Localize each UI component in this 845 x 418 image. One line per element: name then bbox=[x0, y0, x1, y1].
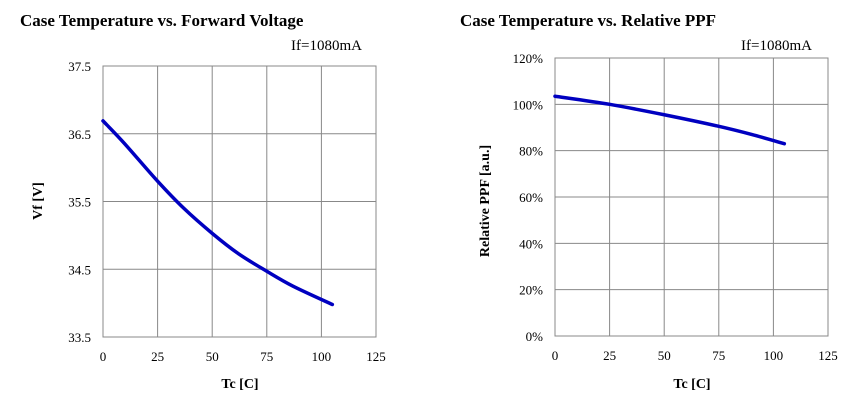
chart-title: Case Temperature vs. Relative PPF bbox=[460, 11, 716, 30]
x-tick-label: 75 bbox=[712, 348, 725, 363]
plot-area: 0 25 50 75 100 125 33.5 34.5 35.5 36.5 37.5 bbox=[68, 59, 386, 364]
ppf-chart: Case Temperature vs. Relative PPF If=108… bbox=[460, 11, 838, 392]
y-tick-label: 100% bbox=[513, 97, 544, 112]
condition-label: If=1080mA bbox=[291, 38, 362, 54]
y-tick-label: 34.5 bbox=[68, 262, 91, 277]
y-tick-label: 60% bbox=[519, 190, 543, 205]
plot-frame bbox=[554, 57, 829, 337]
chart-title: Case Temperature vs. Forward Voltage bbox=[20, 11, 304, 30]
y-tick-label: 37.5 bbox=[68, 59, 91, 74]
x-tick-label: 50 bbox=[206, 349, 219, 364]
x-axis-label: Tc [C] bbox=[673, 377, 710, 392]
x-tick-label: 100 bbox=[764, 348, 784, 363]
y-tick-label: 33.5 bbox=[68, 330, 91, 345]
x-tick-label: 50 bbox=[658, 348, 671, 363]
y-tick-label: 36.5 bbox=[68, 127, 91, 142]
x-tick-label: 25 bbox=[151, 349, 164, 364]
x-tick-label: 125 bbox=[366, 349, 386, 364]
plot-area: 0 25 50 75 100 125 0% 20% 40% 60% 80% 100% 120% bbox=[513, 51, 838, 363]
y-tick-label: 0% bbox=[526, 329, 544, 344]
x-tick-label: 25 bbox=[603, 348, 616, 363]
y-tick-label: 20% bbox=[519, 283, 543, 298]
y-tick-label: 80% bbox=[519, 144, 543, 159]
y-tick-label: 40% bbox=[519, 236, 543, 251]
y-axis-label: Vf [V] bbox=[31, 182, 46, 220]
vf-chart: Case Temperature vs. Forward Voltage If=… bbox=[20, 11, 386, 392]
x-axis-label: Tc [C] bbox=[221, 377, 258, 392]
y-tick-label: 120% bbox=[513, 51, 544, 66]
x-tick-label: 100 bbox=[312, 349, 332, 364]
y-axis-label: Relative PPF [a.u.] bbox=[478, 145, 493, 257]
x-tick-label: 75 bbox=[260, 349, 273, 364]
y-tick-label: 35.5 bbox=[68, 195, 91, 210]
x-tick-label: 0 bbox=[552, 348, 559, 363]
plot-frame bbox=[102, 65, 377, 338]
series-line bbox=[553, 94, 787, 146]
series-line bbox=[101, 119, 335, 307]
x-tick-label: 0 bbox=[100, 349, 107, 364]
condition-label: If=1080mA bbox=[741, 38, 812, 54]
x-tick-label: 125 bbox=[818, 348, 838, 363]
